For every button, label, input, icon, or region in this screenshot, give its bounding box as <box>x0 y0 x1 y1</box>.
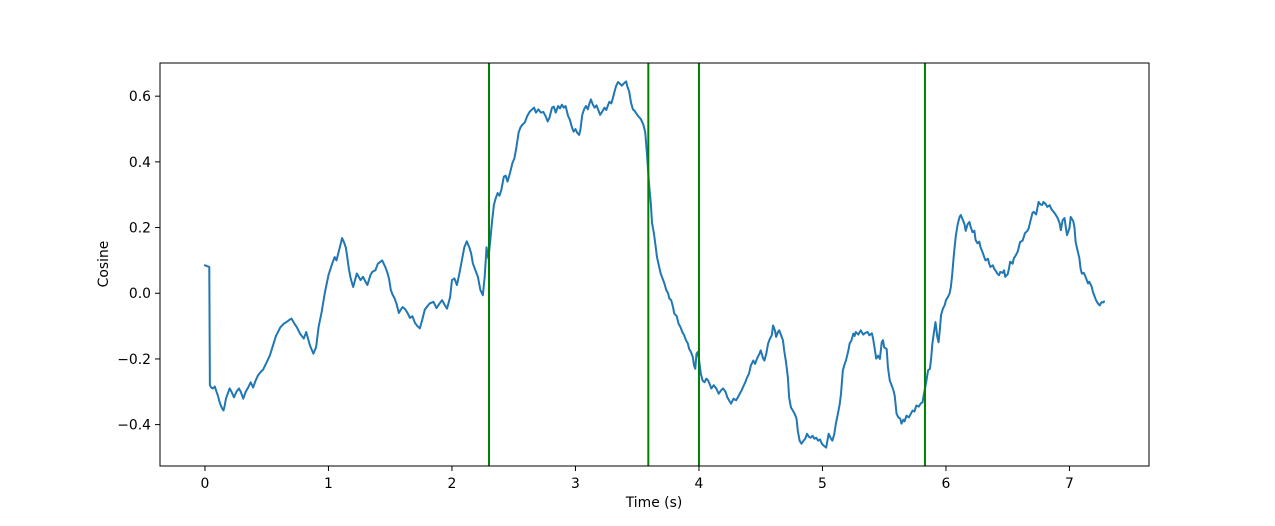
y-axis-label: Cosine <box>96 240 113 288</box>
y-tick-label: 0.0 <box>129 286 151 302</box>
x-tick-label: 7 <box>1065 476 1074 492</box>
axes-frame <box>159 62 1150 467</box>
y-tick-label: 0.6 <box>129 89 151 105</box>
cosine-line <box>203 80 1106 449</box>
x-tick-label: 2 <box>448 476 457 492</box>
x-tick-label: 0 <box>201 476 210 492</box>
y-tick-label: 0.4 <box>129 155 151 171</box>
x-tick-label: 1 <box>324 476 333 492</box>
x-tick-label: 3 <box>571 476 580 492</box>
x-axis-label: Time (s) <box>625 495 683 511</box>
x-tick-label: 6 <box>942 476 951 492</box>
x-tick-label: 5 <box>818 476 827 492</box>
y-tick-label: −0.4 <box>117 418 151 434</box>
y-tick-label: −0.2 <box>117 352 151 368</box>
y-tick-label: 0.2 <box>129 221 151 237</box>
x-tick-label: 4 <box>695 476 704 492</box>
